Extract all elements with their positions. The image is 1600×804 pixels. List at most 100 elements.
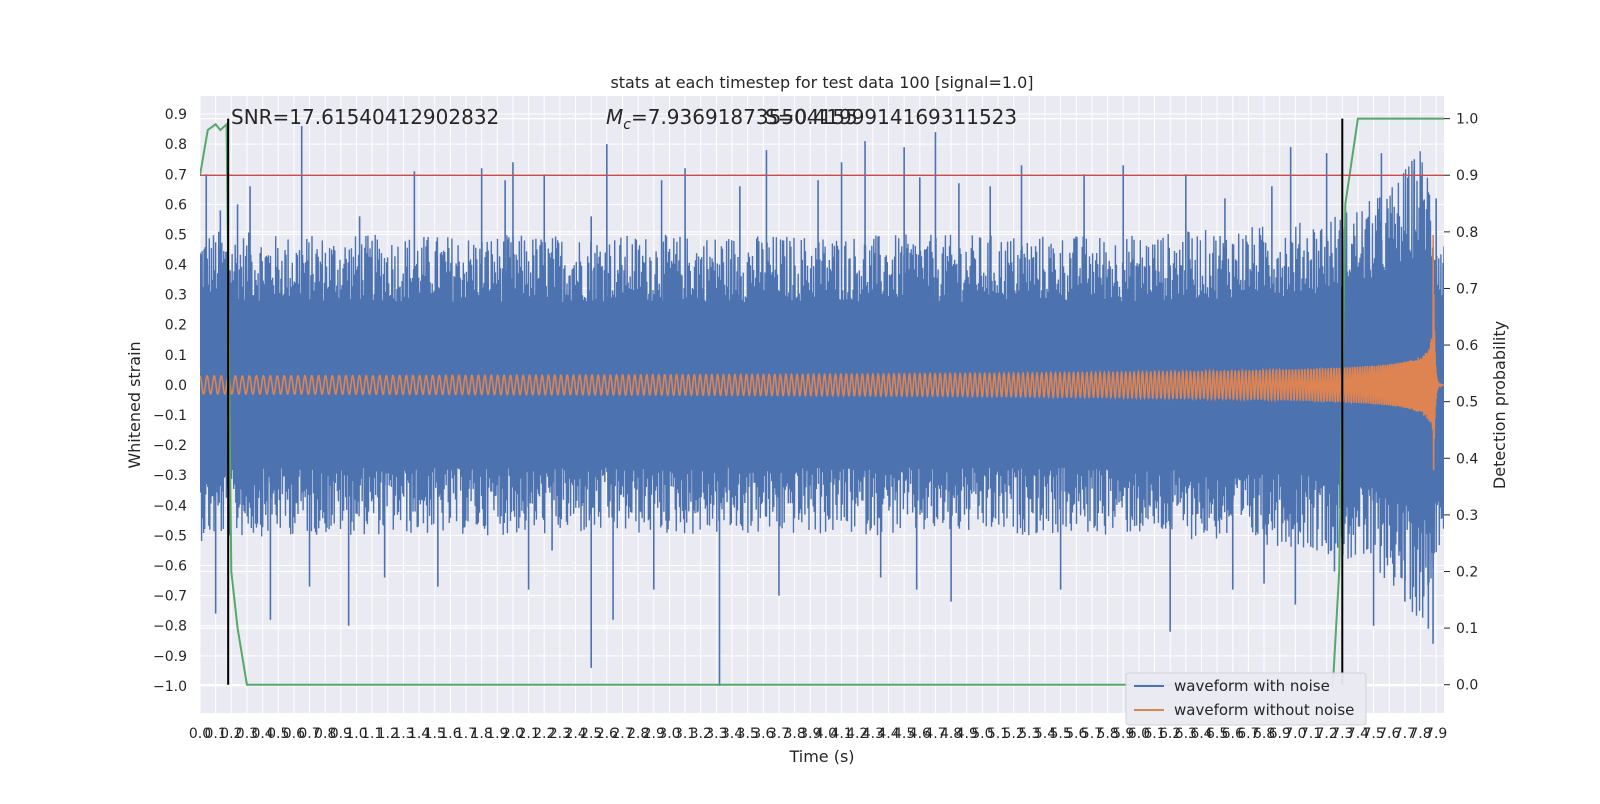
x-tick-label: 1.6 bbox=[439, 726, 461, 742]
x-tick-label: 7.4 bbox=[1347, 726, 1369, 742]
x-tick-label: 3.3 bbox=[705, 726, 727, 742]
y-tick-labels: 0.9 0.8 0.7 0.6 0.5 0.4 0.3 0.2 0.1 0.0 −0.1 −0.2 −0… bbox=[153, 107, 187, 695]
x-tick-label: 4.5 bbox=[893, 726, 915, 742]
legend-box bbox=[1125, 672, 1367, 726]
x-tick-label: 6.6 bbox=[1222, 726, 1244, 742]
y-tick-label: 0.2 bbox=[165, 318, 187, 334]
x-tick-label: 3.6 bbox=[752, 726, 774, 742]
x-tick-label: 2.8 bbox=[627, 726, 649, 742]
y2-tick-label: 0.3 bbox=[1456, 508, 1478, 524]
y2-tick-label: 0.2 bbox=[1456, 564, 1478, 580]
x-tick-label: 6.5 bbox=[1206, 726, 1228, 742]
x-tick-label: 5.2 bbox=[1003, 726, 1025, 742]
series-waveform-with-noise bbox=[200, 151, 1444, 618]
x-tick-label: 1.2 bbox=[377, 726, 399, 742]
chirp-mass-annotation: Mc=7.936918735504155 bbox=[606, 105, 858, 133]
legend-label-without-noise: waveform without noise bbox=[1174, 701, 1354, 719]
x-tick-label: 2.2 bbox=[533, 726, 555, 742]
y2-tick-label: 0.9 bbox=[1456, 168, 1478, 184]
x-tick-label: 6.4 bbox=[1190, 726, 1212, 742]
x-tick-label: 7.1 bbox=[1300, 726, 1322, 742]
x-tick-label: 3.2 bbox=[690, 726, 712, 742]
y-tick-label: 0.7 bbox=[165, 167, 187, 183]
x-tick-label: 2.0 bbox=[502, 726, 524, 742]
x-tick-label: 5.9 bbox=[1112, 726, 1134, 742]
reference-lines bbox=[200, 118, 1444, 685]
x-tick-label: 0.4 bbox=[251, 726, 273, 742]
x-tick-label: 5.1 bbox=[987, 726, 1009, 742]
x-tick-label: 1.4 bbox=[408, 726, 430, 742]
x-tick-label: 3.0 bbox=[658, 726, 680, 742]
series-waveform-without-noise bbox=[200, 234, 1444, 471]
x-tick-label: 2.4 bbox=[564, 726, 586, 742]
x-tick-label: 1.8 bbox=[471, 726, 493, 742]
x-tick-label: 7.5 bbox=[1362, 726, 1384, 742]
x-tick-label: 3.5 bbox=[737, 726, 759, 742]
overlap-annotation: S=0.4199914169311523 bbox=[765, 105, 1017, 129]
x-tick-label: 6.0 bbox=[1128, 726, 1150, 742]
x-tick-label: 5.0 bbox=[971, 726, 993, 742]
y-tick-label: −0.8 bbox=[153, 619, 187, 635]
y-tick-label: 0.9 bbox=[165, 107, 187, 123]
x-tick-label: 0.6 bbox=[283, 726, 305, 742]
x-tick-label: 6.7 bbox=[1237, 726, 1259, 742]
x-tick-label: 1.0 bbox=[345, 726, 367, 742]
x-tick-label: 4.2 bbox=[846, 726, 868, 742]
x-tick-label: 1.7 bbox=[455, 726, 477, 742]
x-tick-label: 2.7 bbox=[611, 726, 633, 742]
y-tick-label: −0.4 bbox=[153, 498, 187, 514]
x-tick-label: 3.8 bbox=[783, 726, 805, 742]
x-axis-label: Time (s) bbox=[788, 747, 854, 766]
x-tick-label: 4.0 bbox=[815, 726, 837, 742]
y-tick-label: −0.5 bbox=[153, 528, 187, 544]
x-tick-label: 1.9 bbox=[486, 726, 508, 742]
x-tick-label: 3.4 bbox=[721, 726, 743, 742]
y-tick-label: 0.0 bbox=[165, 378, 187, 394]
x-tick-label: 2.3 bbox=[549, 726, 571, 742]
chirp-mass-value: =7.936918735504155 bbox=[631, 105, 858, 129]
x-tick-label: 0.7 bbox=[298, 726, 320, 742]
x-tick-label: 0.0 bbox=[189, 726, 211, 742]
x-tick-label: 0.9 bbox=[330, 726, 352, 742]
x-tick-label: 1.3 bbox=[392, 726, 414, 742]
x-tick-label: 2.5 bbox=[580, 726, 602, 742]
x-tick-label: 1.5 bbox=[424, 726, 446, 742]
y2-tick-label: 0.6 bbox=[1456, 338, 1478, 354]
y-tick-label: 0.6 bbox=[165, 197, 187, 213]
x-tick-label: 0.8 bbox=[314, 726, 336, 742]
x-tick-label: 4.1 bbox=[830, 726, 852, 742]
chirp-mass-symbol: M bbox=[606, 105, 623, 129]
x-tick-label: 0.2 bbox=[220, 726, 242, 742]
x-tick-label: 6.1 bbox=[1143, 726, 1165, 742]
x-tick-label: 3.7 bbox=[768, 726, 790, 742]
x-tick-label: 4.4 bbox=[877, 726, 899, 742]
series-layer bbox=[200, 117, 1444, 686]
y2-tick-label: 0.8 bbox=[1456, 225, 1478, 241]
x-tick-label: 7.6 bbox=[1378, 726, 1400, 742]
x-tick-label: 1.1 bbox=[361, 726, 383, 742]
snr-annotation: SNR=17.61540412902832 bbox=[231, 105, 499, 129]
y-tick-label: 0.4 bbox=[165, 258, 187, 274]
y-tick-label: 0.3 bbox=[165, 288, 187, 304]
legend: waveform with noise waveform without noi… bbox=[1125, 672, 1367, 726]
x-tick-label: 5.5 bbox=[1049, 726, 1071, 742]
x-tick-label: 2.6 bbox=[596, 726, 618, 742]
x-tick-label: 5.8 bbox=[1096, 726, 1118, 742]
chirp-mass-subscript: c bbox=[623, 117, 631, 133]
x-tick-labels: 0.00.10.20.30.40.50.60.70.80.91.01.11.21… bbox=[189, 726, 1447, 742]
x-tick-label: 4.6 bbox=[909, 726, 931, 742]
x-tick-label: 7.9 bbox=[1425, 726, 1447, 742]
y-tick-label: 0.8 bbox=[165, 137, 187, 153]
series-detection-probability bbox=[200, 117, 1444, 686]
y-tick-label: −1.0 bbox=[153, 679, 187, 695]
y2-tick-labels: 1.0 0.9 0.8 0.7 0.6 0.5 0.4 0.3 0.2 0.1 0.0 bbox=[1444, 112, 1478, 694]
x-tick-label: 7.8 bbox=[1409, 726, 1431, 742]
x-tick-label: 7.7 bbox=[1394, 726, 1416, 742]
y2-tick-label: 0.1 bbox=[1456, 621, 1478, 637]
y-axis-label: Whitened strain bbox=[125, 341, 144, 468]
x-tick-label: 4.7 bbox=[924, 726, 946, 742]
chart-title: stats at each timestep for test data 100… bbox=[610, 73, 1033, 92]
x-tick-label: 3.1 bbox=[674, 726, 696, 742]
